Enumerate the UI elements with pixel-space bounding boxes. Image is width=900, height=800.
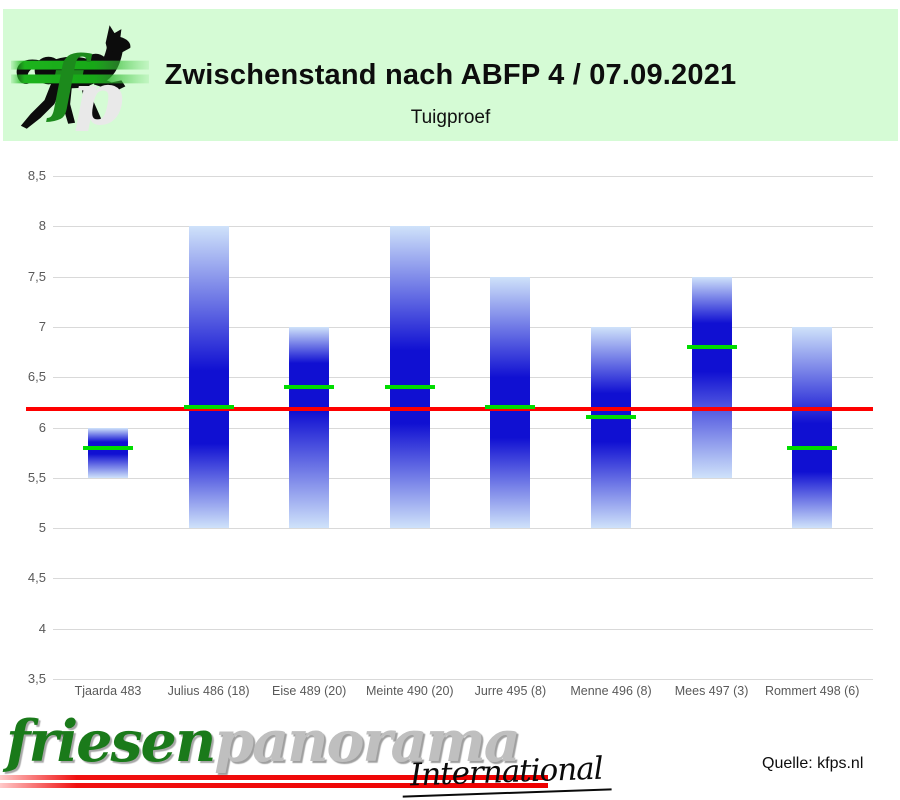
- y-axis-tick-label: 7: [38, 318, 46, 334]
- score-marker: [485, 405, 536, 410]
- gridline: [53, 528, 873, 530]
- score-marker: [183, 405, 234, 410]
- header-banner: f p Zwischenstand nach ABFP 4 / 07.09.20…: [3, 9, 898, 141]
- gridline: [53, 477, 873, 479]
- gridline: [53, 326, 873, 328]
- logo-letter-p: p: [72, 57, 123, 131]
- range-bar: [188, 226, 229, 529]
- x-category-label: Menne 496 (8): [570, 684, 652, 698]
- gridline: [53, 628, 873, 630]
- score-marker: [586, 415, 636, 420]
- score-marker: [83, 445, 133, 450]
- gridline: [53, 176, 873, 177]
- y-axis-tick-label: 5: [38, 520, 46, 536]
- range-bar: [591, 326, 631, 529]
- range-bar: [792, 326, 833, 529]
- score-marker: [686, 345, 737, 350]
- brand-word-friesen: friesen: [6, 708, 216, 775]
- range-bar: [691, 276, 732, 478]
- range-bar: [289, 326, 330, 529]
- x-category-label: Mees 497 (3): [674, 684, 749, 698]
- x-category-label: Tjaarda 483: [74, 684, 142, 698]
- source-credit: Quelle: kfps.nl: [762, 755, 864, 772]
- gridline: [53, 276, 873, 278]
- x-category-label: Rommert 498 (6): [764, 684, 860, 698]
- x-category-label: Eise 489 (20): [272, 684, 347, 698]
- x-category-label: Meinte 490 (20): [366, 684, 454, 698]
- brand-logo: friesenpanorama: [6, 708, 521, 775]
- footer: friesenpanorama International Quelle: kf…: [0, 708, 900, 800]
- y-axis-tick-label: 4,5: [27, 570, 46, 586]
- x-category-label: Jurre 495 (8): [474, 684, 547, 698]
- range-bar: [88, 427, 128, 478]
- range-bar: [490, 276, 531, 529]
- page-subtitle: Tuigproef: [410, 107, 491, 128]
- page-title: Zwischenstand nach ABFP 4 / 07.09.2021: [164, 59, 737, 91]
- score-marker: [787, 445, 838, 450]
- horse-logo-icon: f p: [11, 25, 149, 131]
- gridline: [53, 427, 873, 429]
- y-axis-tick-label: 3,5: [27, 671, 46, 686]
- y-axis-tick-label: 7,5: [27, 268, 46, 284]
- gridline: [53, 377, 873, 379]
- logo-stripe: [11, 60, 149, 70]
- gridline: [53, 226, 873, 228]
- range-bar: [389, 226, 430, 529]
- brand-stripe: [0, 783, 548, 788]
- brand-word-panorama: panorama: [214, 708, 520, 775]
- y-axis-tick-label: 8,5: [27, 168, 46, 183]
- gridline: [53, 578, 873, 580]
- y-axis-tick-label: 6: [38, 419, 46, 435]
- y-axis-tick-label: 8: [38, 218, 46, 234]
- score-marker: [384, 385, 435, 390]
- y-axis-tick-label: 4: [38, 620, 46, 636]
- brand-stripe: [0, 775, 548, 780]
- y-axis-tick-label: 6,5: [27, 369, 46, 385]
- gridline: [53, 679, 873, 680]
- score-marker: [284, 385, 335, 390]
- y-axis-tick-label: 5,5: [27, 469, 46, 485]
- x-category-label: Julius 486 (18): [167, 684, 250, 698]
- logo-stripe: [11, 74, 149, 84]
- reference-line: [26, 407, 873, 412]
- brand-word-international: International: [401, 750, 612, 798]
